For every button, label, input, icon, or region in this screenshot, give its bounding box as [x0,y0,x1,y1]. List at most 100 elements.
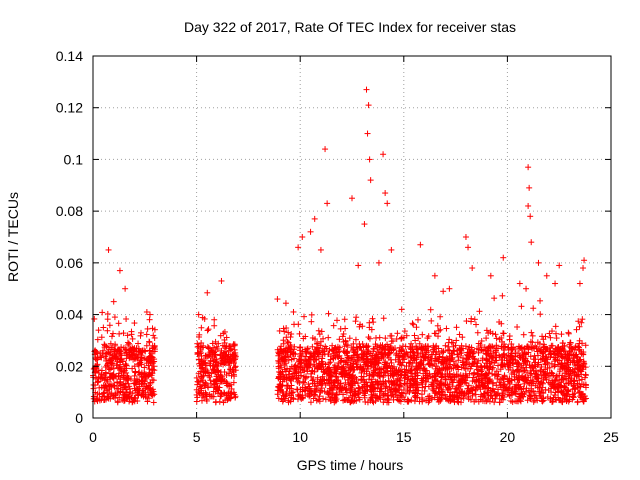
data-point [483,398,490,405]
data-point [129,335,136,342]
data-point [295,244,302,251]
data-point [149,392,156,399]
data-point [126,383,133,390]
data-point [194,344,201,351]
data-point [431,272,438,279]
data-point [385,351,392,358]
data-point [330,322,337,329]
data-point [110,298,117,305]
data-point [409,320,416,327]
data-point [391,371,398,378]
data-point [462,343,469,350]
data-point [208,393,215,400]
data-point [299,348,306,355]
data-point [217,393,224,400]
data-point [526,389,533,396]
data-point [211,322,218,329]
data-point [313,397,320,404]
data-point [204,343,211,350]
data-point [412,389,419,396]
data-point [422,374,429,381]
data-point [396,376,403,383]
data-point [432,372,439,379]
data-point [90,395,97,402]
data-point [450,396,457,403]
data-point [126,353,133,360]
data-point [581,257,588,264]
data-point [373,351,380,358]
data-point [398,347,405,354]
data-point [558,331,565,338]
data-point [345,394,352,401]
data-point [108,381,115,388]
data-point [116,330,123,337]
data-point [437,360,444,367]
data-point [95,327,102,334]
data-point [580,265,587,272]
data-point [150,399,157,406]
data-point [474,360,481,367]
data-point [465,382,472,389]
data-point [337,368,344,375]
data-point [383,383,390,390]
data-point [530,305,537,312]
data-point [471,316,478,323]
data-point [201,382,208,389]
data-point [385,377,392,384]
data-point [300,367,307,374]
y-tick-label: 0.12 [56,100,83,116]
data-point [457,350,464,357]
data-point [121,383,128,390]
data-point [198,349,205,356]
data-point [418,344,425,351]
data-point [580,391,587,398]
data-point [388,332,395,339]
data-point [430,342,437,349]
data-point [417,241,424,248]
data-point [410,349,417,356]
data-point [362,390,369,397]
data-point [292,362,299,369]
data-point [143,308,150,315]
data-point [282,354,289,361]
data-point [390,363,397,370]
data-point [446,356,453,363]
data-point [483,335,490,342]
data-point [312,383,319,390]
data-point [462,377,469,384]
data-point [104,360,111,367]
data-point [522,376,529,383]
data-point [546,330,553,337]
data-point [368,363,375,370]
data-point [415,350,422,357]
data-point [511,371,518,378]
data-point [532,382,539,389]
data-point [570,394,577,401]
data-point [286,345,293,352]
data-point [408,340,415,347]
data-point [540,336,547,343]
data-point [325,334,332,341]
data-point [397,392,404,399]
data-point [512,350,519,357]
data-point [119,388,126,395]
data-point [438,358,445,365]
data-point [485,384,492,391]
data-point [528,239,535,246]
data-point [537,311,544,318]
data-point [348,373,355,380]
data-point [531,370,538,377]
data-point [551,358,558,365]
data-point [213,343,220,350]
data-point [333,317,340,324]
data-point [205,344,212,351]
data-point [276,358,283,365]
data-point [117,365,124,372]
data-point [342,337,349,344]
data-point [466,343,473,350]
data-point [374,371,381,378]
data-point [562,355,569,362]
data-point [414,394,421,401]
chart-title: Day 322 of 2017, Rate Of TEC Index for r… [184,19,516,35]
data-point [450,371,457,378]
